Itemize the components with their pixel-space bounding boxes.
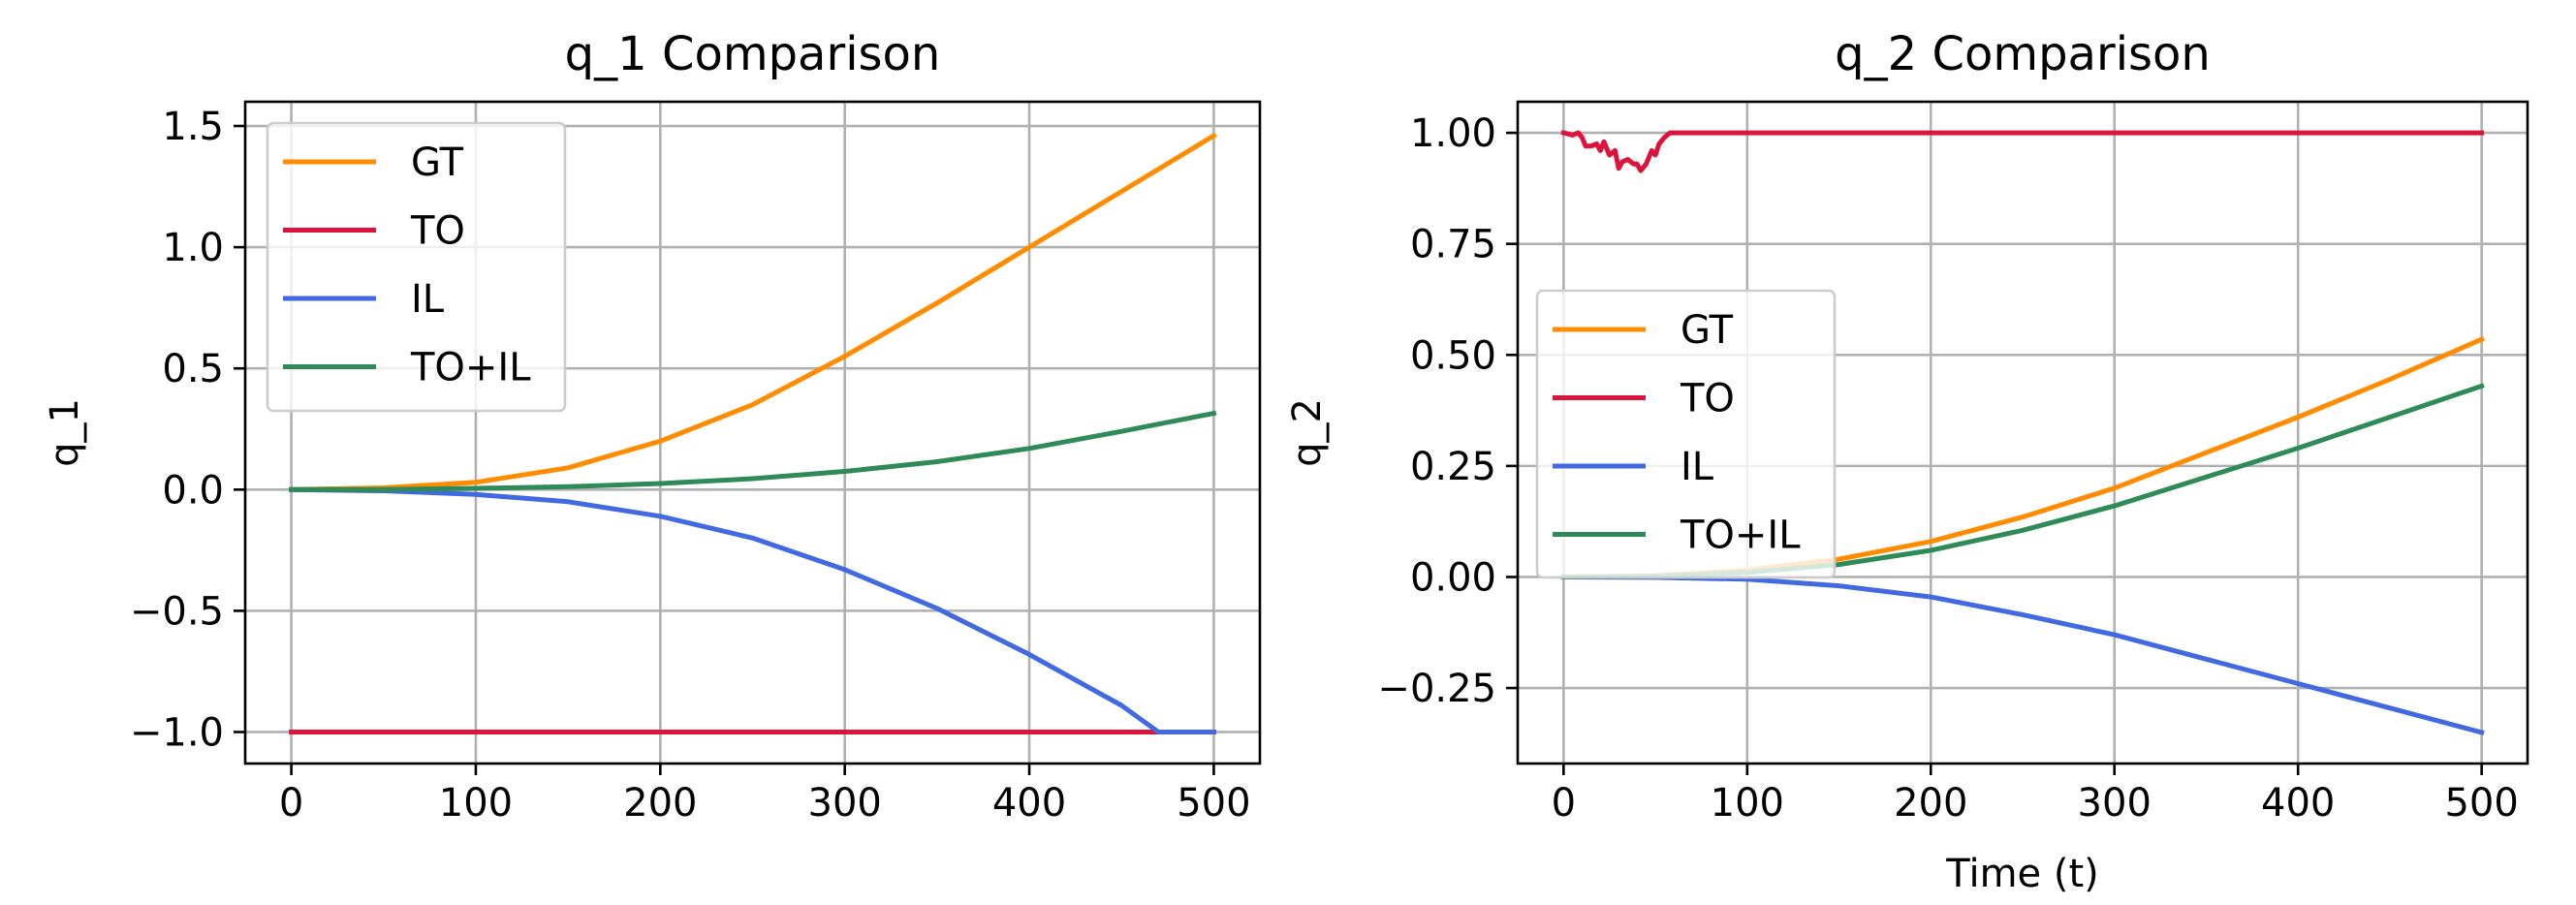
series-lines (289, 132, 1217, 734)
y-tick-label: 0.75 (1410, 223, 1496, 267)
series-line-to (1560, 130, 2485, 173)
y-tick-label: 1.0 (162, 226, 224, 270)
legend-label-to-il: TO+IL (410, 346, 531, 390)
x-axis-label: Time (t) (1945, 852, 2099, 896)
legend-label-il: IL (411, 277, 445, 322)
axes-frame (1516, 100, 2529, 765)
legend-label-gt: GT (1681, 308, 1734, 353)
y-tick-label: 0.0 (162, 468, 224, 513)
x-tick-label: 400 (2261, 781, 2335, 826)
legend-label-il: IL (1681, 445, 1714, 489)
y-tick-label: 1.5 (162, 105, 224, 149)
y-tick-label: 0.50 (1410, 333, 1496, 378)
y-axis-label: q_1 (43, 398, 87, 467)
series-line-gt (289, 132, 1217, 492)
x-tick-label: 0 (279, 781, 303, 826)
series-line-il (289, 486, 1216, 734)
x-tick-label: 500 (1177, 781, 1250, 826)
legend-label-to-il: TO+IL (1680, 514, 1801, 558)
x-tick-label: 100 (1711, 781, 1784, 826)
axes-frame (243, 100, 1262, 765)
legend-box (266, 121, 567, 413)
legend-label-to: TO (1680, 377, 1735, 421)
x-tick-label: 300 (808, 781, 882, 826)
chart-title: q_1 Comparison (565, 27, 941, 81)
x-tick-label: 100 (439, 781, 513, 826)
x-tick-label: 0 (1552, 781, 1576, 826)
chart-title: q_2 Comparison (1835, 27, 2211, 81)
legend: GT TO IL TO+IL (266, 121, 567, 413)
q2-comparison-chart: 0 100 200 300 400 500 −0.25 0.00 0.25 0.50 0.75 1.0… (1285, 27, 2529, 896)
legend: GT TO IL TO+IL (1535, 289, 1837, 579)
series-line-to-il (289, 410, 1217, 492)
legend-label-to: TO (410, 209, 465, 254)
x-tick-label: 500 (2444, 781, 2518, 826)
x-tick-label: 200 (1894, 781, 1967, 826)
x-tick-label: 300 (2078, 781, 2152, 826)
y-tick-label: −0.25 (1377, 667, 1496, 711)
x-tick-label: 400 (992, 781, 1066, 826)
y-tick-label: −1.0 (130, 710, 224, 755)
y-axis-label: q_2 (1285, 398, 1330, 467)
y-tick-label: 1.00 (1410, 111, 1496, 156)
y-tick-label: 0.25 (1410, 445, 1496, 489)
legend-label-gt: GT (411, 140, 464, 185)
y-tick-label: −0.5 (130, 589, 224, 634)
q1-comparison-chart: 0 100 200 300 400 500 −1.0 −0.5 0.0 0.5 1.0 1.5 q_1 … (43, 27, 1262, 826)
y-tick-label: 0.00 (1410, 555, 1496, 600)
x-tick-label: 200 (623, 781, 697, 826)
y-tick-label: 0.5 (162, 347, 224, 391)
legend-box (1535, 289, 1837, 579)
